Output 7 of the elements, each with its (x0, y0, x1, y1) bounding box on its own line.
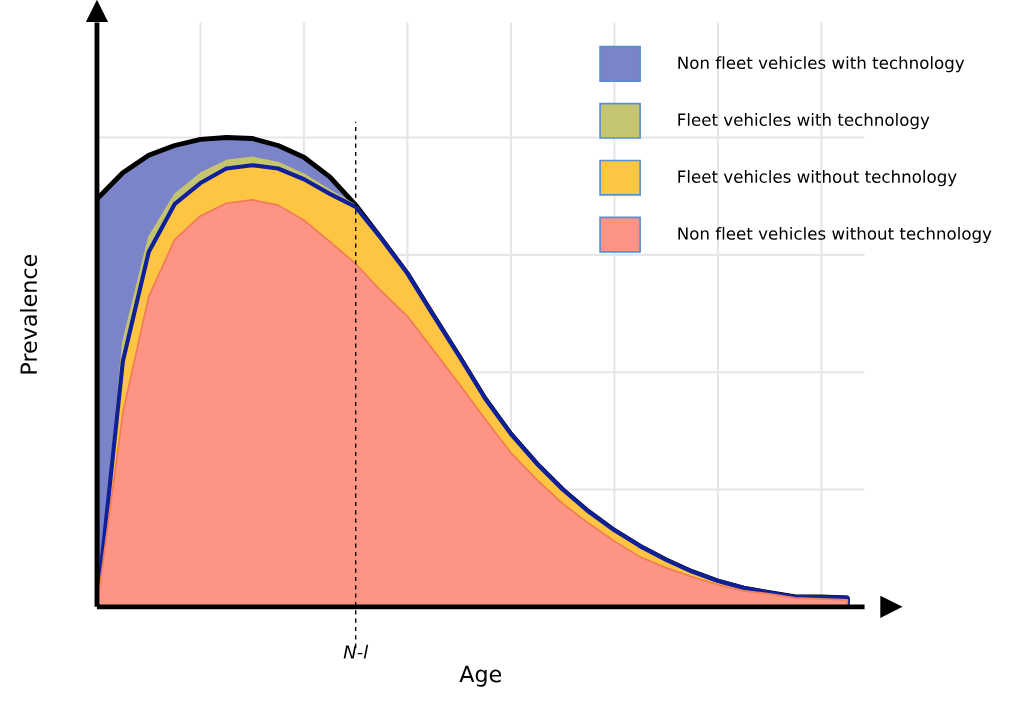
legend-label: Fleet vehicles without technology (678, 170, 957, 187)
y-axis-title: Prevalence (19, 254, 38, 374)
legend-label: Non fleet vehicles with technology (678, 56, 965, 73)
text: N-l (343, 644, 369, 659)
x-axis-title: Age (459, 665, 502, 687)
legend-label: Non fleet vehicles without technology (678, 226, 992, 244)
legend-label: Fleet vehicles with technology (678, 113, 930, 130)
